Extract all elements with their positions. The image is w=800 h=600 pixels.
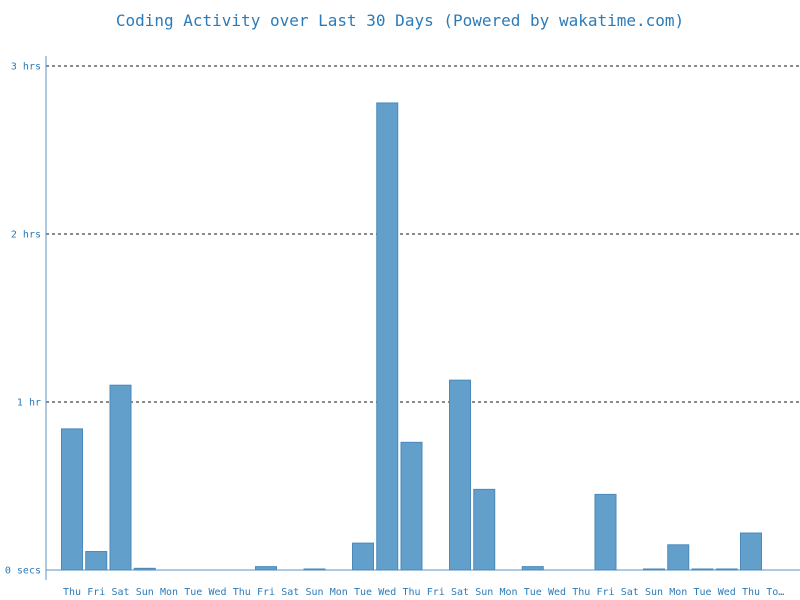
bar bbox=[740, 532, 762, 571]
bar bbox=[133, 567, 156, 571]
bar bbox=[715, 568, 738, 571]
bar bbox=[449, 379, 471, 571]
x-tick-label: Sat bbox=[111, 587, 129, 598]
x-tick-label: Mon bbox=[160, 587, 178, 598]
x-tick-label: Wed bbox=[718, 587, 736, 598]
x-tick-label: Thu bbox=[402, 587, 420, 598]
y-tick-label: 3 hrs bbox=[11, 62, 41, 73]
grid-lines bbox=[46, 65, 800, 403]
x-tick-label: Sat bbox=[281, 587, 299, 598]
x-tick-label: Wed bbox=[378, 587, 396, 598]
bars bbox=[61, 102, 762, 571]
x-tick-label: Thu bbox=[233, 587, 251, 598]
bar bbox=[352, 542, 374, 571]
x-tick-label: Thu bbox=[63, 587, 81, 598]
bar bbox=[521, 566, 544, 571]
y-tick-label: 1 hr bbox=[17, 398, 41, 409]
x-tick-label: Sat bbox=[621, 587, 639, 598]
y-tick-label: 0 secs bbox=[5, 566, 41, 577]
bar bbox=[667, 544, 690, 571]
bar bbox=[109, 384, 132, 571]
x-tick-label: Fri bbox=[427, 587, 445, 598]
chart-title: Coding Activity over Last 30 Days (Power… bbox=[116, 11, 684, 30]
x-tick-label: Tue bbox=[184, 587, 202, 598]
x-tick-label: Tue bbox=[524, 587, 542, 598]
y-tick-label: 2 hrs bbox=[11, 230, 41, 241]
x-tick-label: Wed bbox=[208, 587, 226, 598]
bar bbox=[400, 441, 423, 571]
x-tick-label: Mon bbox=[330, 587, 348, 598]
bar bbox=[643, 568, 665, 571]
x-tick-label: Thu bbox=[572, 587, 590, 598]
x-tick-label: Mon bbox=[669, 587, 687, 598]
bar bbox=[303, 568, 326, 571]
x-tick-label: Sun bbox=[136, 587, 154, 598]
x-tick-label: Sun bbox=[475, 587, 493, 598]
x-axis-ticks: Thu Fri Sat Sun Mon Tue Wed Thu Fri Sat Sun Mon Tue W… bbox=[63, 587, 784, 598]
x-tick-label: Wed bbox=[548, 587, 566, 598]
bar bbox=[376, 102, 399, 571]
x-tick-label: Tue bbox=[693, 587, 711, 598]
x-tick-label: Sat bbox=[451, 587, 469, 598]
x-tick-label: Fri bbox=[596, 587, 614, 598]
x-tick-label: To… bbox=[766, 587, 784, 598]
x-tick-label: Mon bbox=[499, 587, 517, 598]
x-tick-label: Fri bbox=[87, 587, 105, 598]
x-tick-label: Fri bbox=[257, 587, 275, 598]
bar bbox=[594, 493, 617, 571]
x-tick-label: Sun bbox=[645, 587, 663, 598]
bar bbox=[255, 566, 277, 571]
bar bbox=[691, 568, 714, 571]
y-axis-ticks: 0 secs 1 hr 2 hrs 3 hrs bbox=[5, 62, 41, 577]
x-tick-label: Sun bbox=[305, 587, 323, 598]
bar bbox=[85, 551, 108, 571]
x-tick-label: Thu bbox=[742, 587, 760, 598]
bar bbox=[61, 428, 83, 571]
x-tick-label: Tue bbox=[354, 587, 372, 598]
bar bbox=[473, 488, 496, 571]
